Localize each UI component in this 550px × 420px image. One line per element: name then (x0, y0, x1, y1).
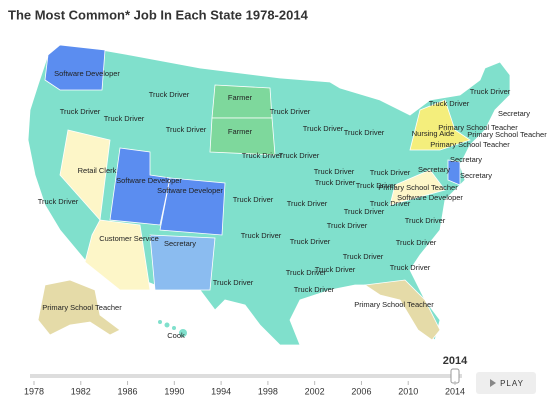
year-ticks: 1978 1982 1986 1990 1994 1998 2002 2006 2010 2014 (24, 381, 465, 396)
washington (44, 44, 106, 91)
timeline: 2014 PLAY (30, 355, 536, 394)
state-label: Truck Driver (429, 99, 470, 108)
slider-handle[interactable] (450, 368, 460, 384)
state-label: Truck Driver (370, 168, 411, 177)
year-label: 1994 (211, 386, 231, 396)
play-icon (490, 379, 496, 387)
state-label: Primary School Teacher (438, 123, 518, 132)
state-label: Truck Driver (241, 231, 282, 240)
state-label: Retail Clerk (78, 166, 117, 175)
state-label: Truck Driver (405, 216, 446, 225)
state-label: Software Developer (54, 69, 120, 78)
state-label: Truck Driver (327, 221, 368, 230)
state-label: Secretary (164, 239, 196, 248)
state-label: Truck Driver (356, 181, 397, 190)
state-label: Primary School Teacher (354, 300, 434, 309)
state-label: Truck Driver (370, 199, 411, 208)
state-label: Truck Driver (315, 178, 356, 187)
state-label: Truck Driver (396, 238, 437, 247)
state-label: Primary School Teacher (42, 303, 122, 312)
state-label: Truck Driver (279, 151, 320, 160)
state-label: Secretary (450, 155, 482, 164)
state-label: Truck Driver (390, 263, 431, 272)
colorado (159, 177, 226, 236)
state-label: Truck Driver (287, 199, 328, 208)
state-label: Cook (167, 331, 185, 340)
map (27, 44, 511, 346)
state-label: Truck Driver (343, 252, 384, 261)
state-label: Primary School Teacher (378, 183, 458, 192)
current-year: 2014 (443, 355, 468, 367)
state-label: Truck Driver (470, 87, 511, 96)
state-label: Nursing Aide (412, 129, 455, 138)
south-dakota (209, 117, 276, 156)
year-label: 1998 (258, 386, 278, 396)
year-label: 1978 (24, 386, 44, 396)
new-mexico (149, 234, 216, 291)
play-label: PLAY (500, 379, 524, 388)
virginia (389, 169, 446, 206)
year-label: 2002 (305, 386, 325, 396)
state-label: Secretary (498, 109, 530, 118)
state-label: Software Developer (397, 193, 463, 202)
year-label: 2010 (398, 386, 418, 396)
year-label: 2014 (445, 386, 465, 396)
year-label: 1986 (118, 386, 138, 396)
state-label: Truck Driver (344, 128, 385, 137)
state-label: Secretary (418, 165, 450, 174)
state-label: Secretary (460, 171, 492, 180)
state-label: Truck Driver (294, 285, 335, 294)
state-label: Primary School Teacher (467, 130, 547, 139)
florida (363, 279, 441, 341)
state-label: Truck Driver (60, 107, 101, 116)
state-label: Customer Service (99, 234, 159, 243)
state-label: Truck Driver (149, 90, 190, 99)
arizona (84, 219, 151, 291)
state-label: Truck Driver (315, 265, 356, 274)
state-label: Truck Driver (303, 124, 344, 133)
new-york (409, 99, 471, 151)
state-label: Truck Driver (233, 195, 274, 204)
hawaii (158, 320, 187, 337)
state-label: Truck Driver (344, 207, 385, 216)
year-label: 1990 (164, 386, 184, 396)
play-button[interactable] (476, 372, 536, 394)
state-label: Truck Driver (38, 197, 79, 206)
state-label: Truck Driver (166, 125, 207, 134)
state-label: Software Developer (157, 186, 223, 195)
state-label: Farmer (228, 127, 253, 136)
state-label: Truck Driver (213, 278, 254, 287)
state-label: Truck Driver (104, 114, 145, 123)
year-label: 1982 (71, 386, 91, 396)
state-label: Truck Driver (290, 237, 331, 246)
maryland-delaware (447, 159, 461, 186)
state-label: Truck Driver (242, 151, 283, 160)
state-label: Truck Driver (270, 107, 311, 116)
alaska (37, 279, 121, 336)
state-label: Farmer (228, 93, 253, 102)
state-label: Software Developer (116, 176, 182, 185)
year-label: 2006 (351, 386, 371, 396)
state-label: Primary School Teacher (430, 140, 510, 149)
state-label: Truck Driver (286, 268, 327, 277)
title: The Most Common* Job In Each State 1978-… (8, 7, 309, 22)
state-label: Truck Driver (314, 167, 355, 176)
